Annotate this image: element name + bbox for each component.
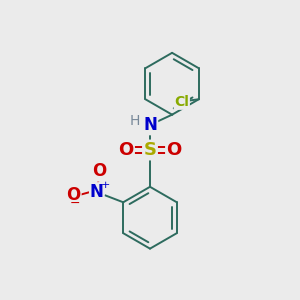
Text: +: + — [100, 181, 110, 190]
Text: N: N — [90, 183, 104, 201]
Text: O: O — [167, 141, 182, 159]
Text: O: O — [118, 141, 134, 159]
Text: N: N — [143, 116, 157, 134]
Text: O: O — [92, 162, 107, 180]
Text: −: − — [69, 197, 80, 210]
Text: S: S — [143, 141, 157, 159]
Text: O: O — [66, 186, 80, 204]
Text: H: H — [130, 114, 140, 128]
Text: Cl: Cl — [174, 95, 189, 109]
